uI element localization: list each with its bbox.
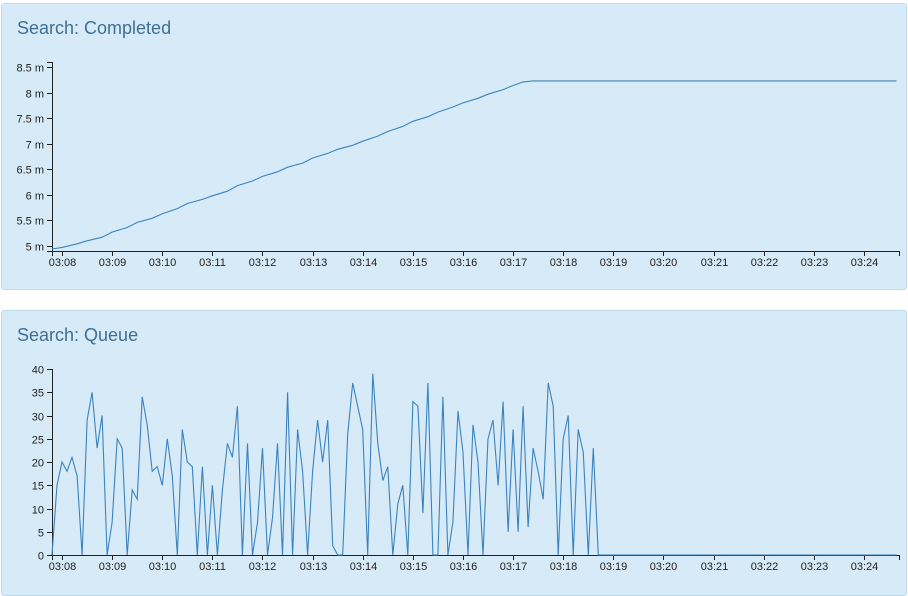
y-tick-label: 10 — [32, 505, 44, 517]
x-tick-label: 03:11 — [199, 257, 226, 269]
y-tick-label: 5.5 m — [16, 216, 44, 228]
x-tick-label: 03:12 — [249, 561, 277, 573]
y-tick-label: 20 — [32, 458, 44, 470]
y-tick-label: 5 — [38, 528, 44, 540]
x-axis — [52, 251, 900, 256]
y-axis — [47, 62, 53, 252]
x-tick-label: 03:08 — [49, 561, 77, 573]
x-tick-label: 03:22 — [751, 257, 779, 269]
x-tick-label: 03:10 — [149, 561, 177, 573]
y-tick-label: 40 — [32, 365, 44, 377]
queue-panel: Search: Queue — [1, 310, 907, 596]
y-tick-label: 8 m — [26, 89, 44, 101]
y-tick-label: 6.5 m — [16, 165, 44, 177]
x-tick-label: 03:20 — [650, 257, 678, 269]
x-tick-label: 03:08 — [49, 257, 77, 269]
x-tick-label: 03:15 — [400, 257, 428, 269]
series-line — [51, 80, 897, 250]
y-tick-label: 15 — [32, 481, 44, 493]
x-tick-label: 03:20 — [650, 561, 678, 573]
chart-1: 0 5 10 15 20 25 30 35 40 03:08 03:09 03:10 03:11 03:1… — [32, 365, 900, 573]
series-line — [51, 373, 897, 556]
x-tick-label: 03:23 — [801, 561, 829, 573]
x-tick-label: 03:24 — [851, 561, 879, 573]
x-tick-label: 03:14 — [350, 561, 378, 573]
y-tick-label: 7 m — [26, 140, 44, 152]
y-tick-label: 6 m — [26, 191, 44, 203]
y-tick-label: 8.5 m — [16, 63, 44, 75]
x-tick-label: 03:16 — [450, 561, 478, 573]
panel-title: Search: Queue — [17, 325, 139, 345]
x-tick-label: 03:18 — [550, 257, 578, 269]
y-tick-label: 35 — [32, 388, 44, 400]
x-tick-label: 03:24 — [851, 257, 879, 269]
x-tick-label: 03:14 — [350, 257, 378, 269]
completed-panel: Search: Completed — [1, 3, 907, 290]
x-tick-label: 03:17 — [500, 257, 528, 269]
y-tick-label: 25 — [32, 435, 44, 447]
x-tick-label: 03:23 — [801, 257, 829, 269]
x-tick-label: 03:09 — [99, 561, 127, 573]
y-tick-label: 30 — [32, 412, 44, 424]
x-tick-label: 03:21 — [701, 257, 729, 269]
x-tick-label: 03:17 — [500, 561, 528, 573]
y-tick-label: 5 m — [26, 242, 44, 254]
x-tick-label: 03:16 — [450, 257, 478, 269]
x-tick-label: 03:13 — [300, 561, 328, 573]
x-tick-label: 03:13 — [300, 257, 328, 269]
y-tick-label: 0 — [38, 551, 44, 563]
x-tick-label: 03:21 — [701, 561, 729, 573]
panel-title: Search: Completed — [17, 18, 172, 38]
x-tick-label: 03:19 — [600, 257, 628, 269]
x-tick-label: 03:19 — [600, 561, 628, 573]
x-tick-label: 03:22 — [751, 561, 779, 573]
y-tick-label: 7.5 m — [16, 114, 44, 126]
x-tick-label: 03:15 — [400, 561, 428, 573]
chart-0: 5 m 5.5 m 6 m 6.5 m 7 m 7.5 m 8 m 8.5 m 03:08 03:… — [16, 62, 900, 269]
x-tick-label: 03:12 — [249, 257, 277, 269]
x-tick-label: 03:18 — [550, 561, 578, 573]
x-tick-label: 03:09 — [99, 257, 127, 269]
x-tick-label: 03:11 — [199, 561, 226, 573]
x-tick-label: 03:10 — [149, 257, 177, 269]
x-axis — [52, 555, 900, 560]
